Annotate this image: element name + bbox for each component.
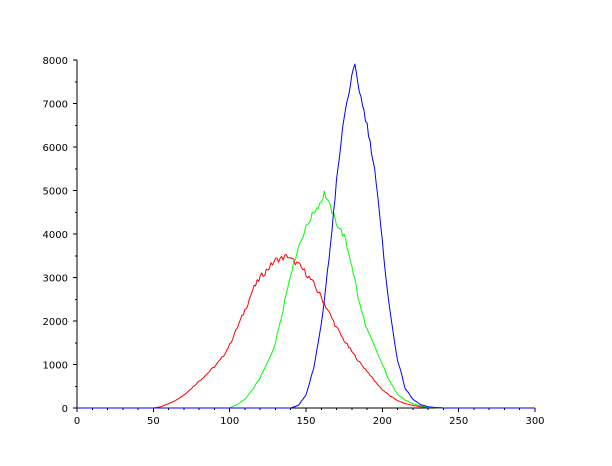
y-tick-label: 8000 xyxy=(43,56,68,67)
y-tick-label: 6000 xyxy=(43,143,68,154)
x-tick-label: 250 xyxy=(449,416,468,427)
x-tick-label: 50 xyxy=(147,416,160,427)
x-tick-label: 150 xyxy=(296,416,315,427)
y-tick-label: 1000 xyxy=(43,361,68,372)
x-tick-label: 300 xyxy=(525,416,544,427)
y-tick-label: 4000 xyxy=(43,230,68,241)
series-line-0 xyxy=(77,254,535,409)
series-line-1 xyxy=(77,190,535,409)
y-tick-label: 3000 xyxy=(43,274,68,285)
y-tick-label: 2000 xyxy=(43,317,68,328)
y-tick-label: 7000 xyxy=(43,100,68,111)
series-line-2 xyxy=(77,63,535,409)
x-tick-label: 0 xyxy=(74,416,80,427)
y-tick-label: 5000 xyxy=(43,187,68,198)
plot-area xyxy=(77,63,535,409)
y-tick-label: 0 xyxy=(62,404,68,415)
axes: 0 50 100 150 200 250 3000100020003000400050006… xyxy=(43,56,545,427)
x-tick-label: 100 xyxy=(220,416,239,427)
x-tick-label: 200 xyxy=(373,416,392,427)
